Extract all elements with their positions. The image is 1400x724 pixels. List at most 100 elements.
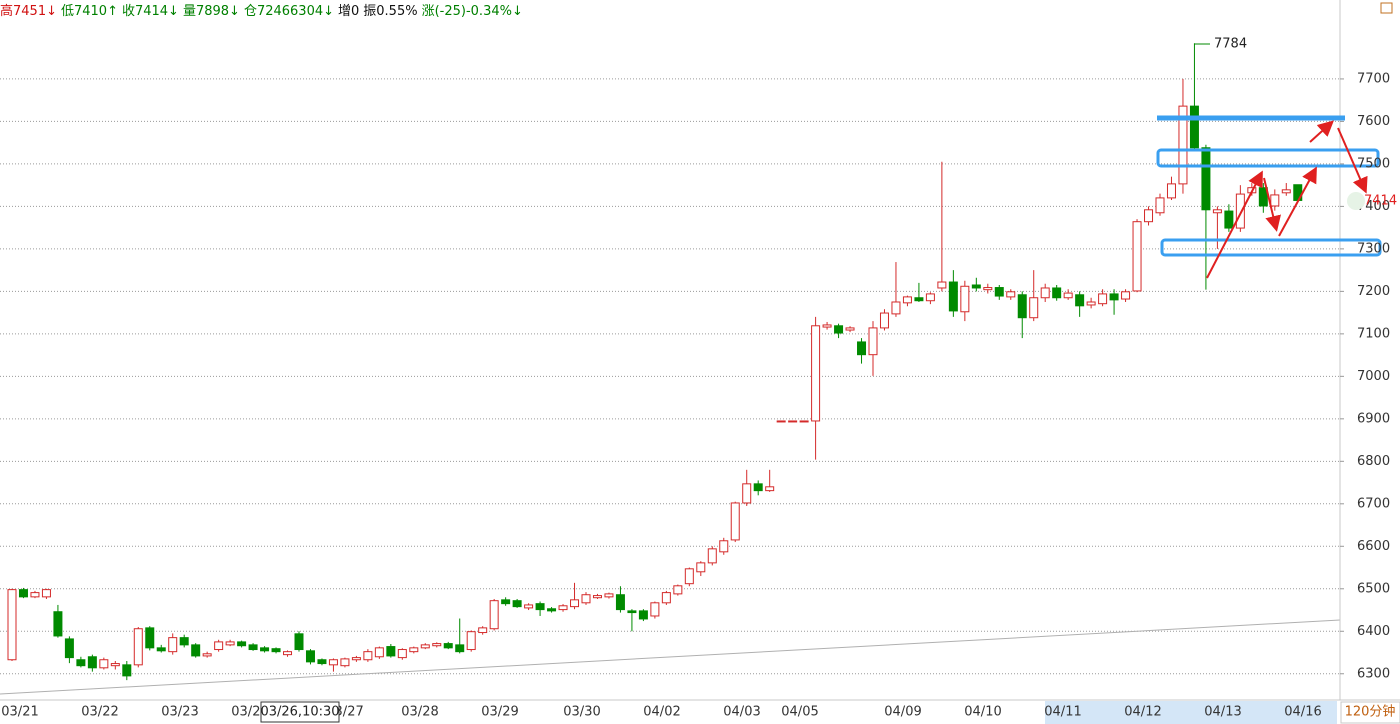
candle-body xyxy=(673,585,683,595)
y-tick-label: 6400 xyxy=(1357,624,1390,639)
candle-body xyxy=(1017,294,1027,319)
y-tick-label: 6700 xyxy=(1357,496,1390,511)
x-tick-label: 04/11 xyxy=(1044,705,1081,720)
candle-body xyxy=(857,341,867,356)
arrow xyxy=(1278,166,1317,237)
x-axis: 03/21 03/22 03/23 03/26 03/27 03/28 03/29 03/30… xyxy=(1,705,1321,720)
candle-body xyxy=(41,589,51,598)
candle-body xyxy=(570,599,580,608)
candle-body xyxy=(501,599,511,605)
candle-body xyxy=(30,592,40,598)
x-tick-label: 04/12 xyxy=(1124,705,1161,720)
candle-body xyxy=(76,659,86,667)
zone-box xyxy=(1160,238,1382,257)
zone-box xyxy=(1156,148,1380,168)
candle-body xyxy=(753,483,763,492)
candle-body xyxy=(1201,147,1211,211)
x-tick-label: 04/10 xyxy=(964,705,1001,720)
candle-body xyxy=(948,281,958,312)
last-price-label: 7414 xyxy=(1364,194,1397,209)
trend-line xyxy=(0,619,1341,695)
header-item: 收7414↓ xyxy=(122,4,179,19)
candle-body xyxy=(902,296,912,304)
candle-body xyxy=(374,647,384,658)
header-item: 仓72466304↓ xyxy=(244,4,334,19)
x-tick-label: 03/21 xyxy=(1,705,38,720)
candle-body xyxy=(133,628,143,666)
header-item: 高7451↓ xyxy=(0,3,57,19)
cursor-label: 03/26,10:30 xyxy=(260,705,339,720)
y-tick-label: 7400 xyxy=(1357,199,1390,214)
candle-body xyxy=(1063,292,1073,299)
candle-body xyxy=(248,644,258,651)
header-item: 低7410↑ xyxy=(61,4,118,19)
header-item: 增0 xyxy=(338,4,359,19)
grid xyxy=(0,78,1340,675)
candle-body xyxy=(87,656,97,669)
candle-body xyxy=(386,646,396,657)
candle-body xyxy=(168,637,178,653)
candle-body xyxy=(1052,287,1062,299)
y-axis: 6300 6400 6500 6600 6700 6800 6900 7000 7100 7200… xyxy=(1340,71,1390,681)
candle-body xyxy=(983,287,993,291)
candle-body xyxy=(271,648,281,653)
candle-body xyxy=(214,641,224,651)
candle-body xyxy=(524,604,534,609)
candle-body xyxy=(834,325,844,334)
candle-body xyxy=(1212,209,1222,214)
candle-body xyxy=(1006,291,1016,298)
candle-body xyxy=(742,483,752,504)
header: 高7451↓ 低7410↑ 收7414↓ 量7898↓ 仓72466304↓ 增0 振0.5… xyxy=(0,3,523,19)
arrows xyxy=(1206,120,1368,279)
candle-body xyxy=(145,627,155,649)
candle-body xyxy=(328,659,338,666)
header-item: 量7898↓ xyxy=(183,4,240,19)
candle-body xyxy=(1109,293,1119,301)
candle-body xyxy=(489,600,499,630)
candle-body xyxy=(696,562,706,573)
candle-body xyxy=(627,610,637,614)
candle-body xyxy=(765,486,775,492)
candle-body xyxy=(799,420,809,423)
candle-body xyxy=(225,641,235,646)
x-tick-label: 04/03 xyxy=(723,705,760,720)
arrow xyxy=(1309,120,1334,143)
candle-body xyxy=(1132,221,1142,292)
candle-body xyxy=(925,293,935,302)
candle-body xyxy=(684,568,694,585)
candle-body xyxy=(1235,193,1245,229)
candle-body xyxy=(994,287,1004,297)
candle-body xyxy=(64,638,74,659)
candle-body xyxy=(466,631,476,651)
candle-body xyxy=(283,651,293,656)
candle-body xyxy=(960,285,970,313)
y-tick-label: 7100 xyxy=(1357,326,1390,341)
candle-body xyxy=(409,647,419,653)
candle-body xyxy=(788,420,798,423)
candle-body xyxy=(1075,294,1085,307)
y-tick-label: 6600 xyxy=(1357,539,1390,554)
arrow xyxy=(1263,177,1281,232)
candle-body xyxy=(592,595,602,599)
candle-body xyxy=(122,664,132,677)
cursor-box xyxy=(260,701,340,723)
candle-body xyxy=(1155,197,1165,214)
candle-body xyxy=(7,589,17,661)
candle-body xyxy=(512,600,522,608)
candle-body xyxy=(558,605,568,611)
candle-body xyxy=(1178,105,1188,185)
candle-body xyxy=(868,327,878,356)
candle-body xyxy=(455,644,465,653)
candle-body xyxy=(1040,287,1050,299)
candle-body xyxy=(879,312,889,329)
candle-body xyxy=(191,644,201,657)
y-tick-label: 7200 xyxy=(1357,284,1390,299)
candle-body xyxy=(581,594,591,604)
x-tick-label: 04/09 xyxy=(884,705,921,720)
candle-body xyxy=(1281,189,1291,194)
candle-body xyxy=(845,327,855,331)
header-item: 振0.55% xyxy=(363,4,417,19)
x-tick-label: 03/26 xyxy=(231,705,268,720)
